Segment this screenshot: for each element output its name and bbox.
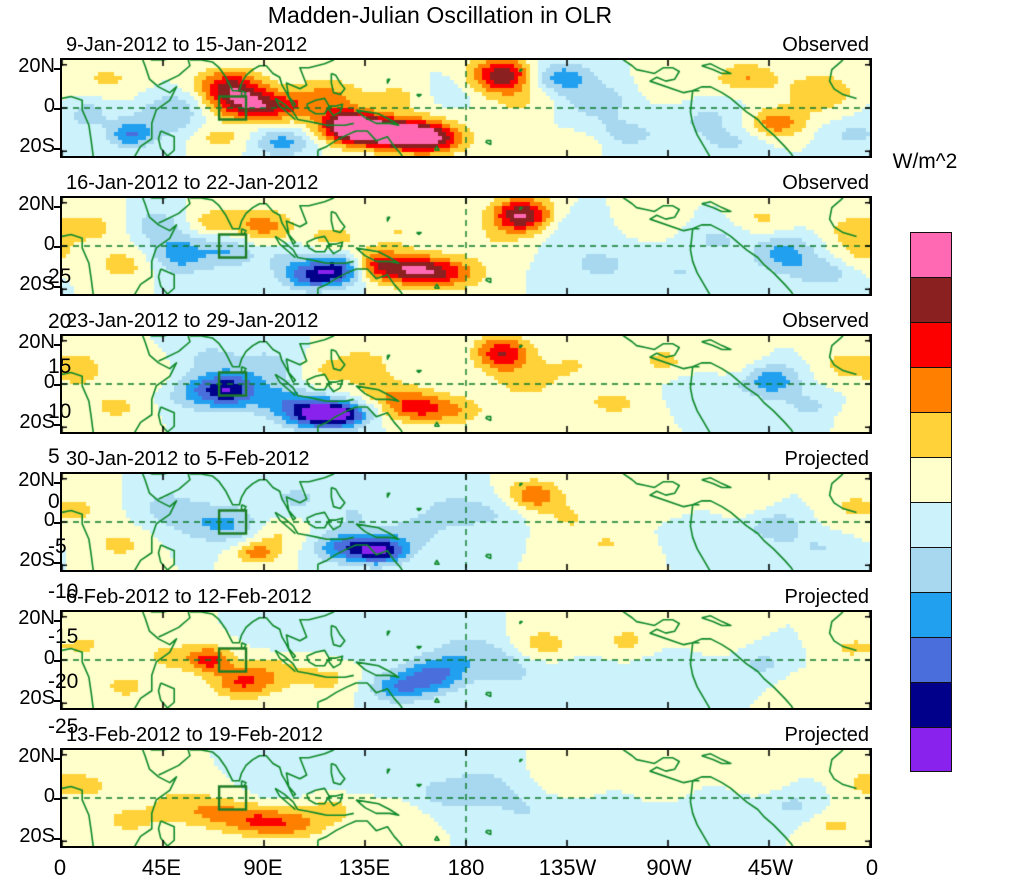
y-tick-mark bbox=[54, 206, 61, 208]
x-tick-label: 45W bbox=[747, 855, 794, 880]
y-tick-label: 0 bbox=[43, 647, 55, 669]
y-tick-mark bbox=[54, 620, 61, 622]
panel-status-label: Observed bbox=[782, 34, 869, 56]
y-tick-label: 0 bbox=[43, 509, 55, 531]
y-tick-label: 20N bbox=[18, 331, 55, 353]
panel-date-label: 16-Jan-2012 to 22-Jan-2012 bbox=[66, 172, 319, 194]
x-tick-label: 45E bbox=[141, 855, 182, 880]
colorbar-tick-label: 20 bbox=[48, 310, 72, 333]
colorbar-tick-label: -25 bbox=[48, 715, 79, 738]
y-tick-label: 20N bbox=[18, 55, 55, 77]
colorbar-band bbox=[910, 277, 952, 322]
x-tick-label: 90W bbox=[646, 855, 692, 880]
colorbar-band bbox=[910, 457, 952, 502]
y-tick-label: 20N bbox=[18, 745, 55, 767]
olr-anomaly-map bbox=[62, 612, 870, 708]
x-tick-label: 135E bbox=[338, 855, 391, 880]
y-tick-label: 20N bbox=[18, 607, 55, 629]
y-tick-mark bbox=[54, 246, 61, 248]
colorbar-band bbox=[910, 367, 952, 412]
colorbar-tick-label: -15 bbox=[48, 625, 79, 648]
y-tick-mark bbox=[54, 700, 61, 702]
colorbar-tick-label: 15 bbox=[48, 355, 72, 378]
panel-date-label: 9-Jan-2012 to 15-Jan-2012 bbox=[66, 34, 308, 56]
panel-status-label: Projected bbox=[784, 448, 870, 470]
map-panel-6 bbox=[60, 748, 872, 848]
map-panel-1 bbox=[60, 58, 872, 158]
y-tick-label: 20S bbox=[19, 135, 55, 157]
y-tick-label: 20S bbox=[19, 687, 55, 709]
y-tick-mark bbox=[54, 798, 61, 800]
x-tick-label: 0 bbox=[53, 855, 67, 880]
page-title: Madden-Julian Oscillation in OLR bbox=[267, 2, 613, 28]
panel-date-label: 23-Jan-2012 to 29-Jan-2012 bbox=[66, 310, 319, 332]
colorbar-tick-label: 0 bbox=[48, 490, 60, 513]
y-tick-mark bbox=[54, 344, 61, 346]
y-tick-label: 20N bbox=[18, 193, 55, 215]
x-tick-label: 90E bbox=[243, 855, 283, 880]
x-tick-label: 180 bbox=[447, 855, 485, 880]
colorbar-band bbox=[910, 547, 952, 592]
x-tick-label: 135W bbox=[538, 855, 597, 880]
colorbar-band bbox=[910, 682, 952, 727]
colorbar-tick-label: -20 bbox=[48, 670, 79, 693]
colorbar-tick-label: -5 bbox=[48, 535, 67, 558]
panel-date-label: 13-Feb-2012 to 19-Feb-2012 bbox=[66, 724, 323, 746]
colorbar-band bbox=[910, 412, 952, 457]
y-tick-label: 20S bbox=[19, 273, 55, 295]
y-tick-mark bbox=[54, 522, 61, 524]
olr-anomaly-map bbox=[62, 198, 870, 294]
panel-status-label: Projected bbox=[784, 724, 870, 746]
y-tick-label: 20S bbox=[19, 549, 55, 571]
y-tick-label: 20S bbox=[19, 825, 55, 847]
panel-date-label: 30-Jan-2012 to 5-Feb-2012 bbox=[66, 448, 310, 470]
y-tick-mark bbox=[54, 660, 61, 662]
colorbar-band bbox=[910, 727, 952, 772]
colorbar bbox=[910, 232, 952, 772]
y-tick-mark bbox=[54, 838, 61, 840]
map-panel-5 bbox=[60, 610, 872, 710]
panel-date-label: 6-Feb-2012 to 12-Feb-2012 bbox=[66, 586, 312, 608]
colorbar-band bbox=[910, 232, 952, 277]
y-tick-mark bbox=[54, 424, 61, 426]
y-tick-mark bbox=[54, 562, 61, 564]
colorbar-tick-label: -10 bbox=[48, 580, 79, 603]
y-tick-mark bbox=[54, 68, 61, 70]
colorbar-band bbox=[910, 322, 952, 367]
colorbar-unit-label: W/m^2 bbox=[892, 150, 958, 173]
olr-anomaly-map bbox=[62, 60, 870, 156]
y-tick-mark bbox=[54, 758, 61, 760]
y-tick-label: 0 bbox=[43, 233, 55, 255]
y-tick-mark bbox=[54, 482, 61, 484]
colorbar-tick-label: 10 bbox=[48, 400, 72, 423]
y-tick-mark bbox=[54, 286, 61, 288]
colorbar-band bbox=[910, 502, 952, 547]
panel-status-label: Projected bbox=[784, 586, 870, 608]
y-tick-label: 20N bbox=[18, 469, 55, 491]
map-panel-3 bbox=[60, 334, 872, 434]
colorbar-tick-label: 25 bbox=[48, 265, 72, 288]
colorbar-band bbox=[910, 637, 952, 682]
panel-status-label: Observed bbox=[782, 310, 869, 332]
y-tick-mark bbox=[54, 108, 61, 110]
colorbar-tick-label: 5 bbox=[48, 445, 60, 468]
olr-anomaly-map bbox=[62, 336, 870, 432]
y-tick-label: 0 bbox=[43, 371, 55, 393]
olr-anomaly-map bbox=[62, 474, 870, 570]
x-tick-label: 0 bbox=[865, 855, 879, 880]
colorbar-band bbox=[910, 592, 952, 637]
map-panel-4 bbox=[60, 472, 872, 572]
y-tick-label: 0 bbox=[43, 785, 55, 807]
map-panel-2 bbox=[60, 196, 872, 296]
olr-anomaly-map bbox=[62, 750, 870, 846]
y-tick-label: 20S bbox=[19, 411, 55, 433]
y-tick-mark bbox=[54, 148, 61, 150]
x-axis-labels: 0 45E 90E 135E 180 135W 90W 45W 0 bbox=[0, 855, 1021, 885]
y-tick-mark bbox=[54, 384, 61, 386]
y-tick-label: 0 bbox=[43, 95, 55, 117]
panel-status-label: Observed bbox=[782, 172, 869, 194]
